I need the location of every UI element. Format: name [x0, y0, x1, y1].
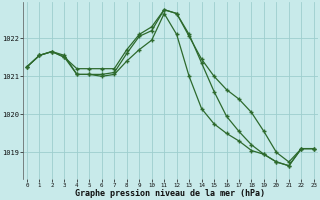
X-axis label: Graphe pression niveau de la mer (hPa): Graphe pression niveau de la mer (hPa)	[76, 189, 265, 198]
